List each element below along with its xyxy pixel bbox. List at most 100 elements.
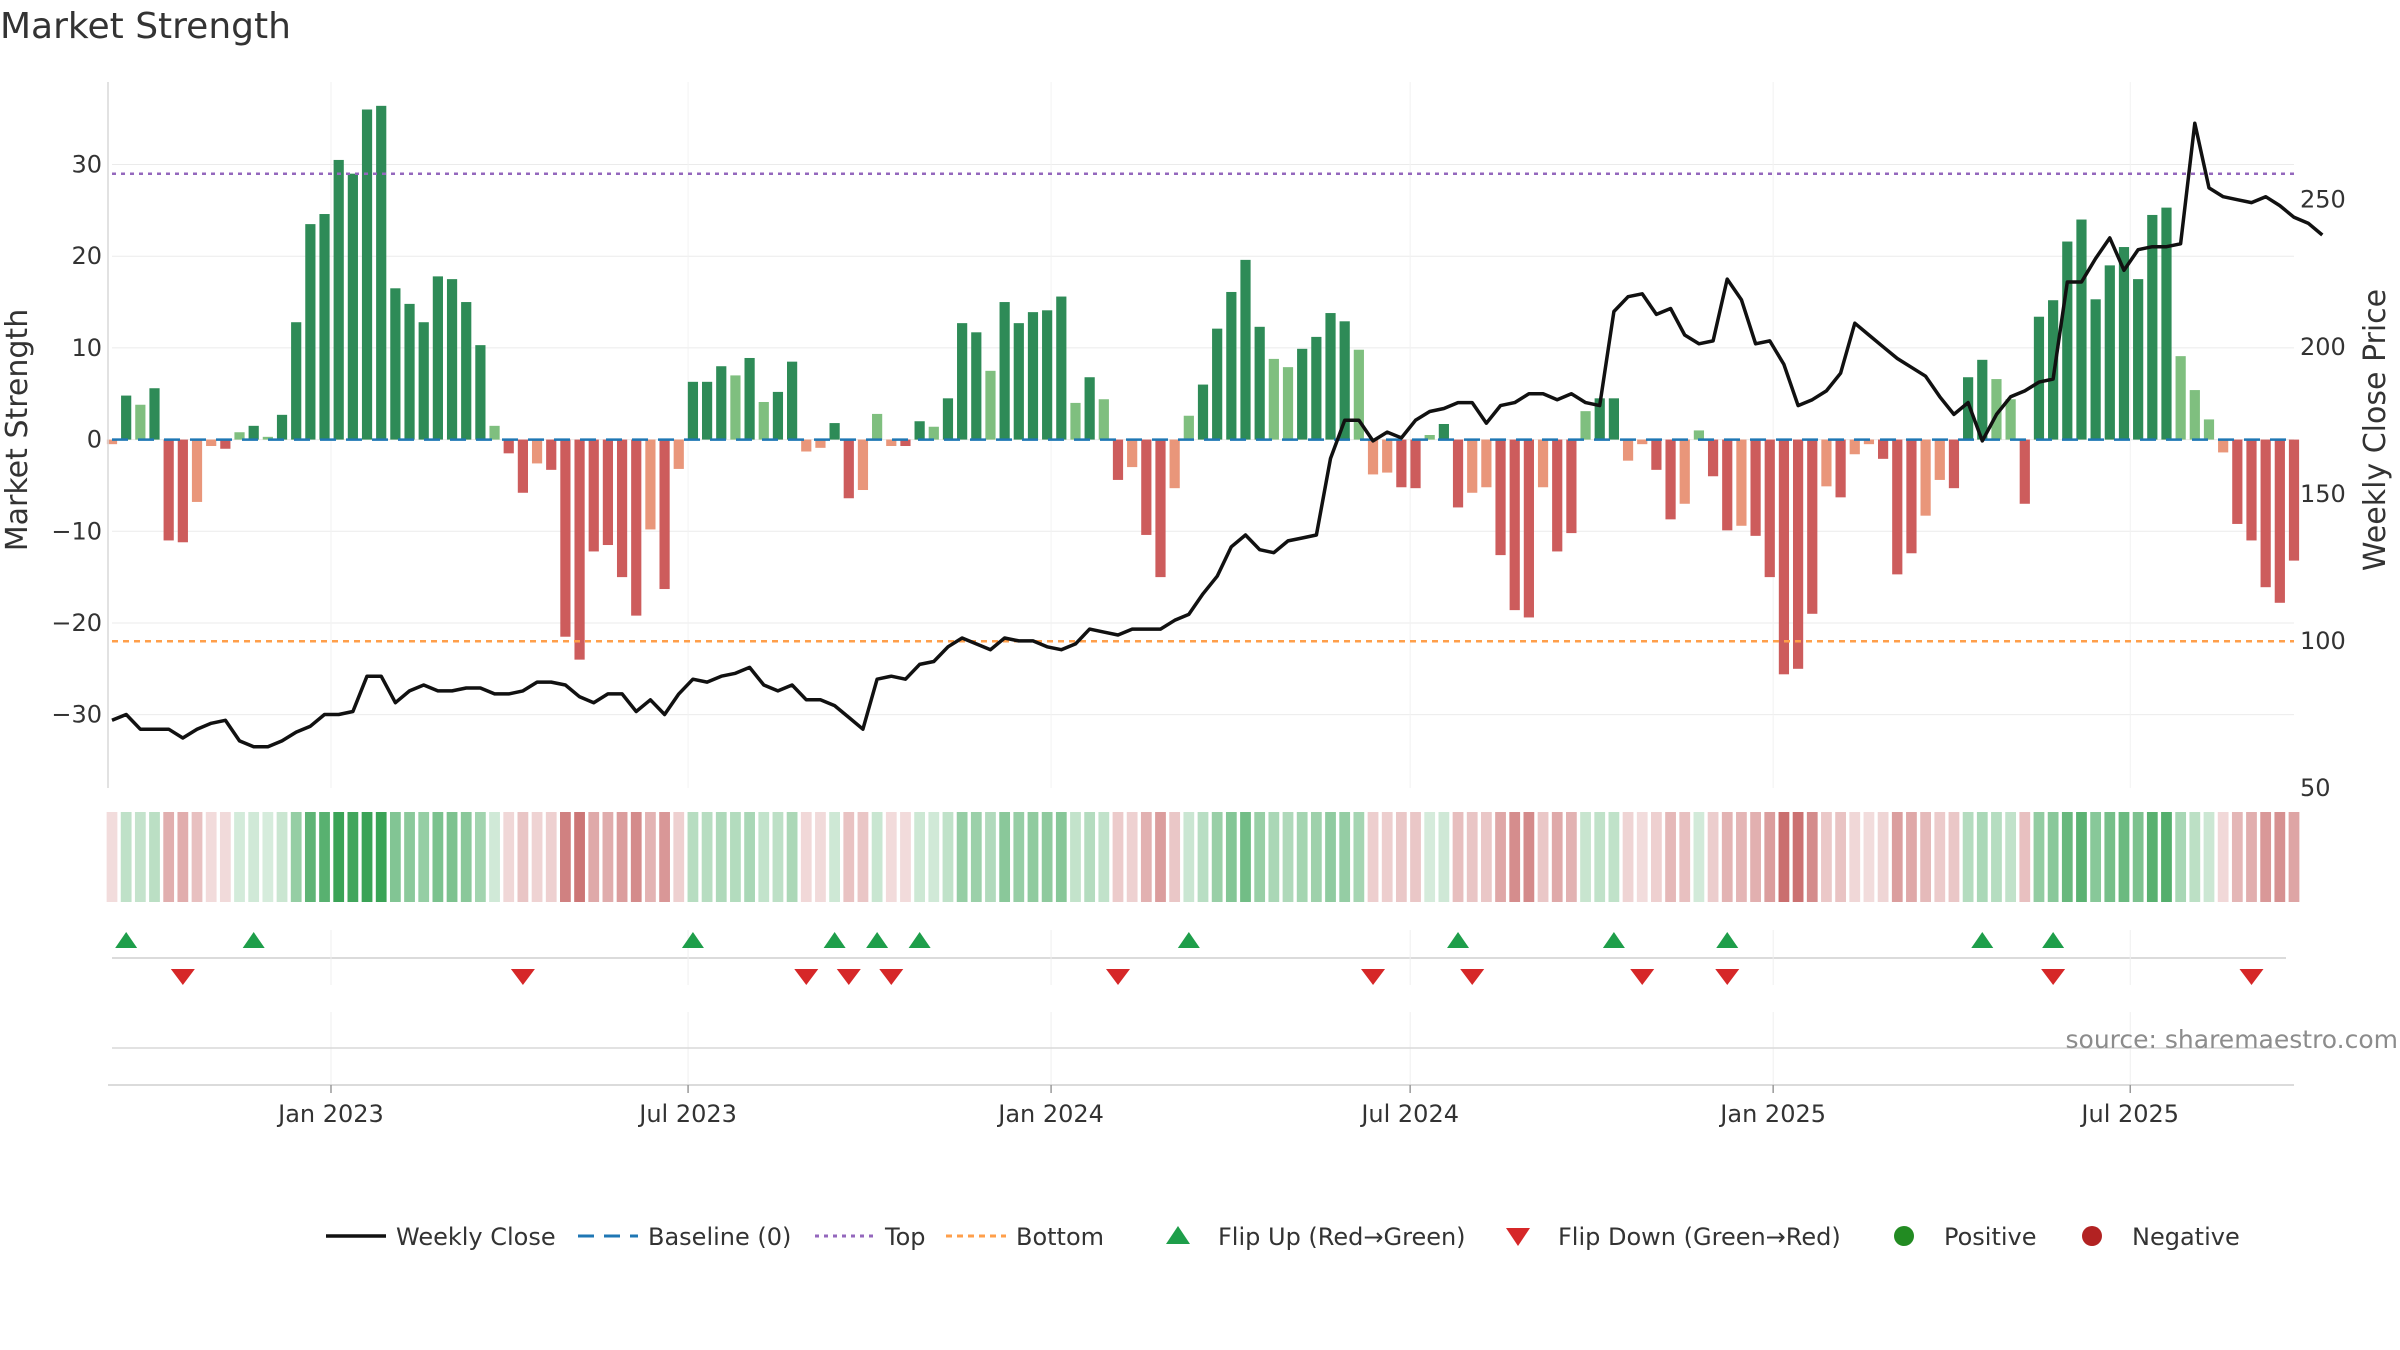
strength-bar <box>1155 439 1166 578</box>
strength-bar <box>1183 415 1194 440</box>
strength-bar <box>1070 402 1081 440</box>
strength-bar <box>234 432 245 440</box>
strength-bar <box>942 398 954 440</box>
heat-strip-cell <box>1282 812 1294 902</box>
heat-strip-cell <box>1636 812 1648 902</box>
heat-strip-cell <box>885 812 897 902</box>
strength-bar <box>1282 367 1294 440</box>
flip-up-marker <box>1602 932 1625 948</box>
legend-item: Positive <box>1894 1223 2037 1251</box>
strength-bar <box>418 322 429 440</box>
heat-strip-cell <box>1750 812 1761 902</box>
strength-bar <box>829 423 840 440</box>
strength-bar <box>602 439 614 546</box>
flip-up-marker <box>1971 932 1994 948</box>
heat-strip-cell <box>262 812 274 902</box>
strength-bar <box>1608 398 1619 440</box>
flip-down-marker <box>836 969 861 985</box>
strength-heat-strip <box>106 812 2300 902</box>
strength-bar <box>2246 439 2257 541</box>
heat-strip-cell <box>1070 812 1081 902</box>
heat-strip-cell <box>2203 812 2215 902</box>
legend-swatch-positive <box>1894 1226 1914 1246</box>
heat-strip-cell <box>1920 812 1931 902</box>
heat-strip-cell <box>1622 812 1634 902</box>
strength-bar <box>857 439 869 491</box>
y-tick-label-left: 30 <box>71 151 102 179</box>
strength-bar <box>1452 439 1464 508</box>
strength-bar <box>106 439 118 445</box>
strength-bar <box>2260 439 2271 588</box>
heat-strip-cell <box>1112 812 1124 902</box>
strength-bar <box>730 375 741 440</box>
strength-bar <box>305 224 316 440</box>
strength-bar <box>1056 296 1067 440</box>
heat-strip-cell <box>1013 812 1025 902</box>
strength-bar <box>503 439 514 454</box>
strength-bar <box>1127 439 1138 468</box>
strength-bar <box>1495 439 1506 556</box>
heat-strip-cell <box>1424 812 1436 902</box>
heat-strip-cell <box>134 812 146 902</box>
strength-bar <box>659 439 670 590</box>
heat-strip-cell <box>1821 812 1832 902</box>
strength-bar <box>801 439 812 452</box>
strength-bar <box>191 439 203 502</box>
legend-label: Flip Up (Red→Green) <box>1218 1223 1466 1251</box>
heat-strip-cell <box>1381 812 1393 902</box>
heat-strip-cell <box>1764 812 1776 902</box>
heat-strip-cell <box>1537 812 1549 902</box>
heat-strip-cell <box>2274 812 2286 902</box>
flip-up-marker <box>115 932 138 948</box>
heat-strip-cell <box>545 812 557 902</box>
heat-strip-cell <box>1466 812 1478 902</box>
heat-strip-cell <box>1325 812 1336 902</box>
reference-lines <box>112 172 2294 643</box>
heat-strip-cell <box>2076 812 2087 902</box>
strength-bar <box>390 288 401 440</box>
strength-bar <box>1977 359 1988 440</box>
heat-strip-cell <box>985 812 996 902</box>
weekly-close-line <box>111 121 2324 749</box>
legend-item: Flip Up (Red→Green) <box>1166 1223 1466 1251</box>
heat-strip-cell <box>404 812 415 902</box>
y-axis-title-left: Market Strength <box>0 309 35 551</box>
strength-bar <box>701 381 713 440</box>
heat-strip-cell <box>1991 812 2002 902</box>
y-tick-label-right: 100 <box>2300 627 2346 655</box>
heat-strip-cell <box>1155 812 1166 902</box>
heat-strip-cell <box>2246 812 2257 902</box>
heat-strip-cell <box>900 812 911 902</box>
heat-strip-cell <box>1863 812 1875 902</box>
y-tick-label-right: 200 <box>2300 333 2346 361</box>
heat-strip-cell <box>1551 812 1563 902</box>
strength-bar <box>1622 439 1634 461</box>
legend-swatch-flip-down <box>1506 1228 1530 1246</box>
strength-bar <box>1367 439 1379 475</box>
heat-strip-cell <box>1707 812 1719 902</box>
strength-bar <box>928 426 939 440</box>
flip-up-marker <box>1447 932 1470 948</box>
heat-strip-cell <box>942 812 954 902</box>
x-tick-label: Jul 2024 <box>1359 1100 1459 1128</box>
legend-item: Baseline (0) <box>578 1223 791 1251</box>
heat-strip-cell <box>1906 812 1917 902</box>
strength-bar <box>985 370 996 440</box>
strength-bar <box>900 439 911 447</box>
heat-strip-cell <box>1566 812 1577 902</box>
close-price-line <box>111 121 2324 749</box>
y-tick-label-left: 0 <box>87 426 102 454</box>
heat-strip-cell <box>475 812 486 902</box>
strength-bar <box>1906 439 1917 554</box>
heat-strip-cell <box>1608 812 1620 902</box>
heat-strip-cell <box>163 812 175 902</box>
heat-strip-cell <box>333 812 345 902</box>
heat-strip-cell <box>730 812 741 902</box>
heat-strip-cell <box>234 812 245 902</box>
strength-bar <box>531 439 543 464</box>
strength-bar <box>1665 439 1676 520</box>
strength-bar <box>333 159 344 440</box>
strength-bar <box>631 439 642 616</box>
strength-bar <box>1863 439 1875 445</box>
